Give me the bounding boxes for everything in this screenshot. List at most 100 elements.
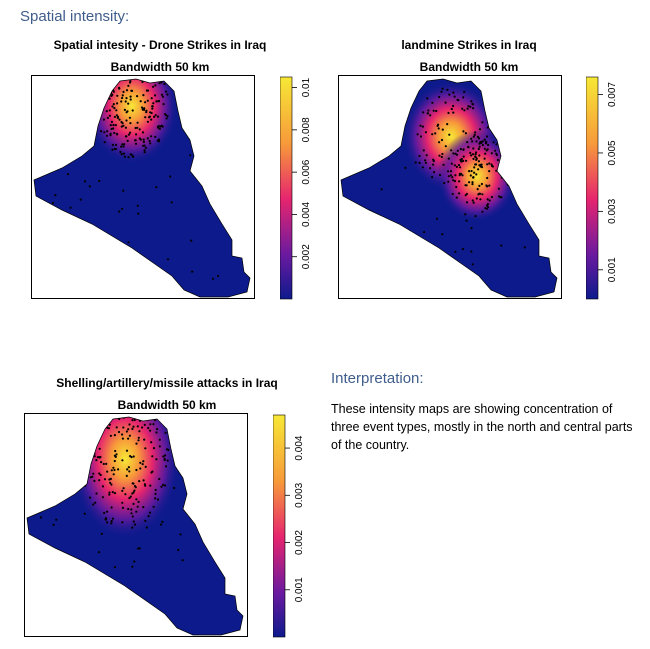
event-point bbox=[457, 163, 461, 167]
event-point bbox=[93, 426, 96, 429]
event-point bbox=[466, 107, 469, 110]
event-point bbox=[124, 126, 127, 129]
legend-tick-label: 0.004 bbox=[294, 435, 305, 460]
event-point bbox=[426, 97, 429, 100]
event-point bbox=[494, 149, 497, 152]
event-point bbox=[106, 83, 109, 86]
event-point bbox=[151, 107, 154, 110]
event-point bbox=[122, 487, 125, 490]
event-point bbox=[98, 479, 101, 482]
event-point bbox=[109, 481, 112, 484]
event-point bbox=[95, 459, 98, 462]
event-point bbox=[349, 204, 352, 207]
event-point bbox=[480, 166, 484, 169]
event-point bbox=[118, 118, 121, 121]
event-point bbox=[379, 216, 382, 219]
event-point bbox=[124, 493, 127, 496]
event-point bbox=[138, 480, 141, 483]
event-point bbox=[132, 491, 135, 494]
event-point bbox=[91, 430, 94, 434]
event-point bbox=[111, 105, 114, 108]
event-point bbox=[39, 516, 43, 519]
event-point bbox=[495, 143, 498, 146]
event-point bbox=[121, 433, 124, 436]
event-point bbox=[113, 107, 116, 110]
event-point bbox=[413, 283, 416, 286]
event-point bbox=[135, 468, 138, 472]
event-point bbox=[125, 609, 128, 612]
event-point bbox=[155, 100, 158, 103]
event-point bbox=[134, 486, 137, 489]
event-point bbox=[94, 501, 97, 504]
event-point bbox=[104, 518, 107, 521]
event-point bbox=[150, 118, 153, 121]
event-point bbox=[142, 144, 145, 147]
event-point bbox=[132, 155, 135, 158]
event-point bbox=[112, 473, 115, 476]
event-point bbox=[466, 141, 469, 144]
event-point bbox=[141, 131, 145, 134]
event-point bbox=[146, 137, 149, 140]
event-point bbox=[129, 495, 132, 498]
iraq-map-shelling bbox=[26, 416, 244, 636]
event-point bbox=[155, 458, 158, 461]
event-point bbox=[475, 173, 478, 176]
event-point bbox=[122, 90, 125, 93]
event-point bbox=[225, 173, 228, 177]
event-point bbox=[136, 425, 139, 428]
event-point bbox=[486, 203, 489, 206]
event-point bbox=[142, 479, 145, 482]
event-point bbox=[433, 171, 436, 174]
event-point bbox=[455, 196, 458, 199]
event-point bbox=[467, 105, 470, 108]
event-point bbox=[484, 142, 487, 145]
event-point bbox=[153, 115, 156, 118]
event-point bbox=[54, 194, 57, 197]
event-point bbox=[135, 133, 138, 136]
event-point bbox=[82, 270, 85, 274]
event-point bbox=[111, 517, 114, 520]
event-point bbox=[421, 166, 424, 169]
event-point bbox=[112, 123, 115, 127]
event-point bbox=[133, 489, 136, 492]
event-point bbox=[143, 107, 146, 110]
event-point bbox=[441, 87, 444, 90]
event-point bbox=[468, 181, 471, 184]
map-title: Spatial intesity - Drone Strikes in Iraq… bbox=[30, 34, 290, 78]
event-point bbox=[484, 140, 488, 143]
event-point bbox=[108, 581, 111, 584]
event-point bbox=[458, 174, 461, 177]
event-point bbox=[109, 134, 112, 137]
map-frame-drone bbox=[31, 75, 255, 299]
event-point bbox=[98, 102, 101, 105]
event-point bbox=[437, 127, 440, 130]
event-point bbox=[431, 101, 434, 104]
event-point bbox=[451, 176, 454, 179]
event-point bbox=[472, 107, 475, 110]
event-point bbox=[121, 521, 124, 524]
event-point bbox=[96, 111, 99, 114]
event-point bbox=[435, 109, 438, 113]
event-point bbox=[486, 163, 489, 166]
event-point bbox=[154, 135, 157, 138]
event-point bbox=[490, 195, 493, 199]
event-point bbox=[98, 447, 101, 450]
event-point bbox=[106, 470, 109, 473]
event-point bbox=[138, 137, 141, 140]
event-point bbox=[150, 97, 153, 100]
event-point bbox=[464, 184, 467, 187]
legend-colorbar bbox=[279, 76, 293, 300]
event-point bbox=[450, 149, 453, 152]
event-point bbox=[56, 279, 59, 282]
event-point bbox=[484, 207, 487, 210]
event-point bbox=[486, 176, 489, 180]
event-point bbox=[88, 452, 91, 456]
event-point bbox=[124, 135, 127, 138]
event-point bbox=[464, 132, 467, 135]
event-point bbox=[419, 124, 422, 127]
event-point bbox=[121, 96, 124, 100]
event-point bbox=[455, 185, 458, 189]
event-point bbox=[106, 521, 109, 524]
event-point bbox=[114, 147, 117, 151]
event-point bbox=[222, 485, 225, 488]
